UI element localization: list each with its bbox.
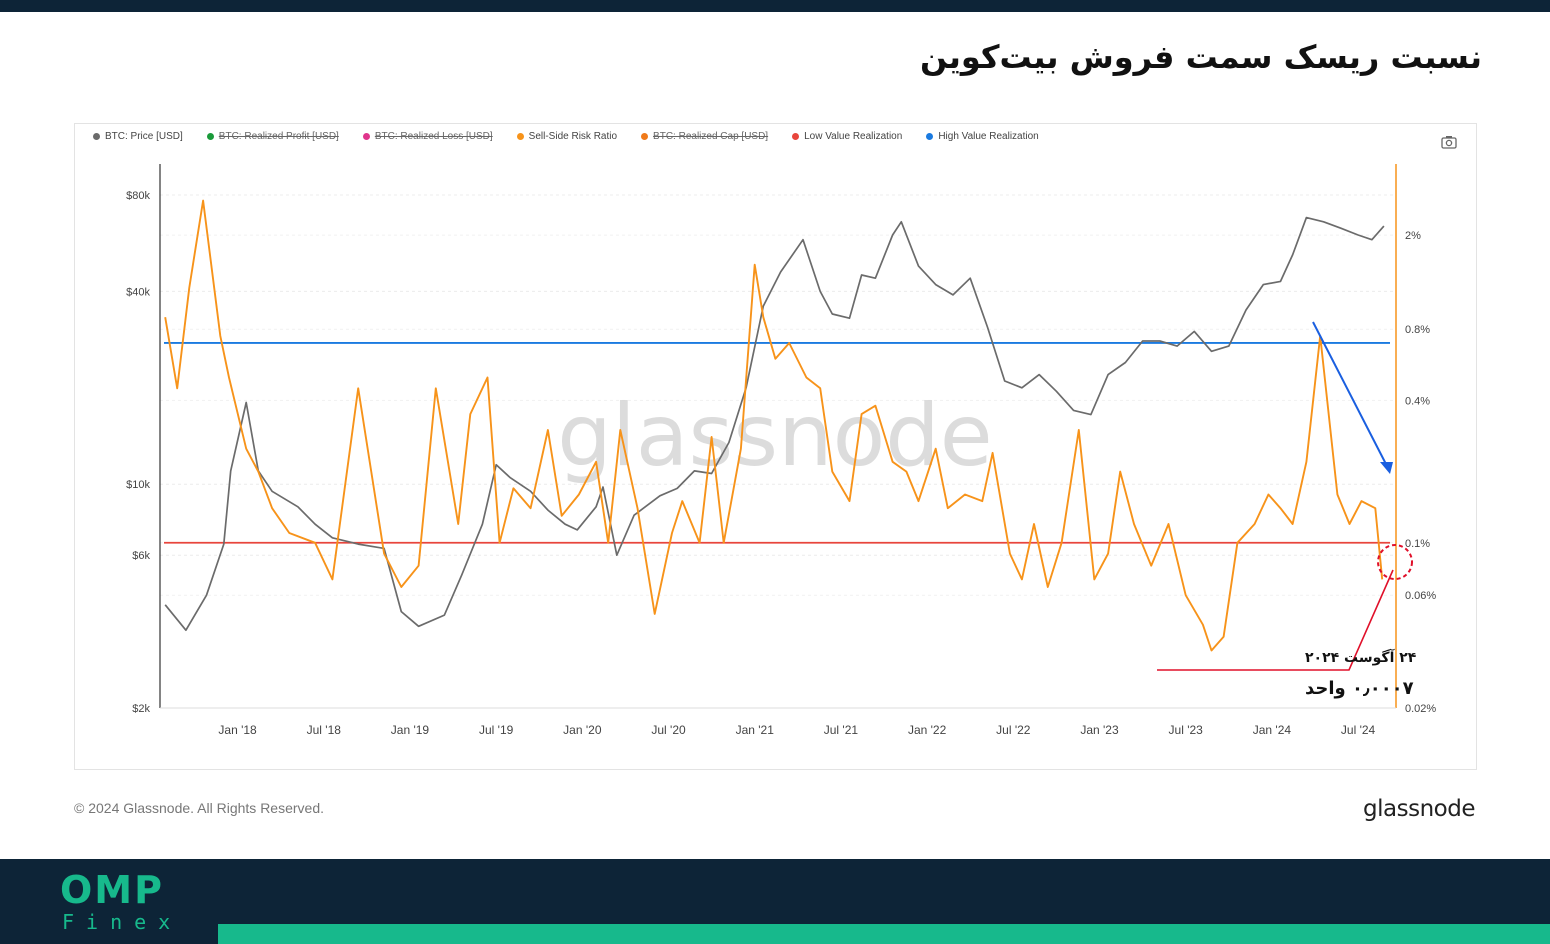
series-line-sell-side-risk-ratio xyxy=(164,199,1384,652)
x-tick-label: Jul '22 xyxy=(996,723,1031,737)
chart-legend: BTC: Price [USD] BTC: Realized Profit [US… xyxy=(93,131,1063,142)
omp-logo-sub: Finex xyxy=(62,910,183,934)
highlight-circle xyxy=(1377,544,1413,580)
legend-label: Low Value Realization xyxy=(804,131,903,142)
legend-label: BTC: Realized Loss [USD] xyxy=(374,131,493,142)
legend-item[interactable]: High Value Realization xyxy=(926,131,1039,142)
legend-dot-icon xyxy=(206,133,214,140)
legend-dot-icon xyxy=(362,133,370,140)
chart-card xyxy=(74,123,1477,770)
x-tick-label: Jan '18 xyxy=(218,723,257,737)
annotations: ۲۴ آگوست ۲۰۲۴ ۰٫۰۰۰۷ واحد xyxy=(1157,321,1417,699)
legend-item[interactable]: BTC: Price [USD] xyxy=(93,131,183,142)
copyright: © 2024 Glassnode. All Rights Reserved. xyxy=(74,800,325,816)
legend-dot-icon xyxy=(926,133,934,140)
x-tick-label: Jan '24 xyxy=(1253,723,1292,737)
annotation-date: ۲۴ آگوست ۲۰۲۴ xyxy=(1305,648,1417,666)
glassnode-logo: glassnode xyxy=(1363,796,1475,822)
legend-label: BTC: Realized Cap [USD] xyxy=(653,131,769,142)
x-tick-label: Jul '20 xyxy=(651,723,686,737)
legend-label: BTC: Realized Profit [USD] xyxy=(218,131,339,142)
legend-item[interactable]: BTC: Realized Cap [USD] xyxy=(641,131,768,142)
y-tick-label-right: 2% xyxy=(1405,230,1421,242)
camera-icon[interactable] xyxy=(1441,135,1457,149)
x-tick-label: Jul '21 xyxy=(824,723,859,737)
y-tick-label-left: $80k xyxy=(126,190,150,202)
y-tick-label-left: $10k xyxy=(126,479,150,491)
legend-label: Sell-Side Risk Ratio xyxy=(528,131,618,142)
y-tick-label-left: $2k xyxy=(132,703,150,715)
y-tick-label-left: $40k xyxy=(126,286,150,298)
legend-item[interactable]: BTC: Realized Loss [USD] xyxy=(362,131,493,142)
x-tick-label: Jan '23 xyxy=(1080,723,1119,737)
y-tick-label-right: 0.06% xyxy=(1405,590,1436,602)
legend-label: High Value Realization xyxy=(938,131,1039,142)
x-tick-label: Jul '23 xyxy=(1169,723,1204,737)
legend-dot-icon xyxy=(792,133,800,140)
legend-dot-icon xyxy=(93,133,100,140)
x-tick-label: Jan '22 xyxy=(908,723,947,737)
x-tick-label: Jul '24 xyxy=(1341,723,1376,737)
y-tick-label-right: 0.8% xyxy=(1405,324,1430,336)
top-bar xyxy=(0,0,1550,12)
legend-dot-icon xyxy=(516,133,524,140)
legend-item[interactable]: Low Value Realization xyxy=(792,131,902,142)
x-tick-label: Jan '20 xyxy=(563,723,602,737)
legend-item[interactable]: BTC: Realized Profit [USD] xyxy=(206,131,339,142)
annotation-value: ۰٫۰۰۰۷ واحد xyxy=(1305,678,1414,699)
footer-accent xyxy=(218,924,1550,944)
legend-label: BTC: Price [USD] xyxy=(105,131,183,142)
y-tick-label-left: $6k xyxy=(132,550,150,562)
omp-logo: OMP xyxy=(60,868,164,912)
y-tick-label-right: 0.4% xyxy=(1405,395,1430,407)
axes: $80k $40k $10k $6k $2k 2% 0.8% 0.4% 0.1% 0.06% 0.0… xyxy=(126,164,1436,737)
page-title: نسبت ریسک سمت فروش بیت‌کوین xyxy=(920,38,1482,76)
x-tick-label: Jan '21 xyxy=(736,723,775,737)
legend-item[interactable]: Sell-Side Risk Ratio xyxy=(516,131,618,142)
legend-dot-icon xyxy=(641,133,649,140)
y-tick-label-right: 0.02% xyxy=(1405,703,1436,715)
x-tick-label: Jul '19 xyxy=(479,723,514,737)
trend-arrow xyxy=(1312,321,1389,469)
x-tick-label: Jan '19 xyxy=(391,723,430,737)
trend-arrow-head-icon xyxy=(1380,462,1393,474)
series xyxy=(164,199,1390,652)
y-tick-label-right: 0.1% xyxy=(1405,538,1430,550)
x-tick-label: Jul '18 xyxy=(307,723,342,737)
callout-line xyxy=(1157,569,1394,671)
